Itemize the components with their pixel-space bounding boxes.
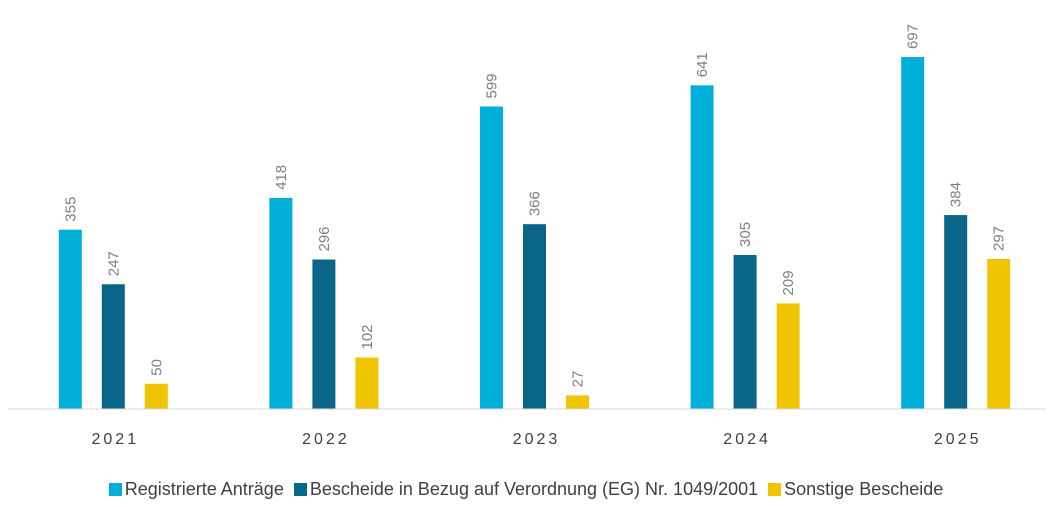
x-tick-label: 2022 — [302, 431, 350, 448]
bar — [355, 357, 379, 409]
bar — [776, 303, 800, 409]
data-label: 209 — [780, 270, 797, 295]
data-label: 27 — [570, 371, 587, 388]
bar — [901, 57, 925, 409]
legend-item: Sonstige Bescheide — [768, 479, 943, 500]
bar — [101, 284, 125, 409]
bar — [312, 259, 336, 409]
data-label: 697 — [905, 24, 922, 49]
bar — [58, 229, 82, 409]
data-label: 297 — [991, 226, 1008, 251]
bar — [690, 85, 714, 410]
bar — [733, 254, 757, 409]
data-label: 296 — [316, 226, 333, 251]
data-label: 599 — [484, 73, 501, 98]
data-label: 366 — [527, 191, 544, 216]
bar — [480, 106, 503, 409]
data-label: 247 — [105, 251, 122, 276]
x-tick-label: 2025 — [934, 431, 982, 448]
x-tick-label: 2021 — [92, 431, 140, 448]
bar — [269, 197, 293, 409]
data-label: 418 — [273, 165, 290, 190]
bar — [566, 395, 589, 409]
legend-item: Bescheide in Bezug auf Verordnung (EG) N… — [293, 479, 759, 500]
legend-swatch — [293, 483, 307, 496]
data-label: 355 — [62, 197, 79, 222]
x-tick-label: 2024 — [723, 431, 771, 448]
bar — [987, 259, 1011, 409]
data-label: 50 — [148, 359, 165, 376]
bar — [144, 383, 168, 409]
legend-label: Registrierte Anträge — [124, 479, 284, 499]
legend-swatch — [108, 483, 122, 496]
chart: 355 247 50 2021 418 296 102 2022 599 366 27 2023 641… — [8, 24, 1046, 448]
bar — [944, 215, 968, 409]
x-tick-label: 2023 — [513, 431, 561, 448]
legend-swatch — [768, 483, 782, 496]
legend: Registrierte Anträge Bescheide in Bezug a… — [0, 479, 1052, 500]
legend-label: Bescheide in Bezug auf Verordnung (EG) N… — [309, 479, 759, 499]
bar — [523, 224, 546, 409]
legend-label: Sonstige Bescheide — [784, 479, 944, 499]
legend-item: Registrierte Anträge — [108, 479, 284, 500]
data-label: 305 — [737, 222, 754, 247]
data-label: 384 — [948, 182, 965, 207]
data-label: 102 — [359, 324, 376, 349]
data-label: 641 — [694, 52, 711, 77]
